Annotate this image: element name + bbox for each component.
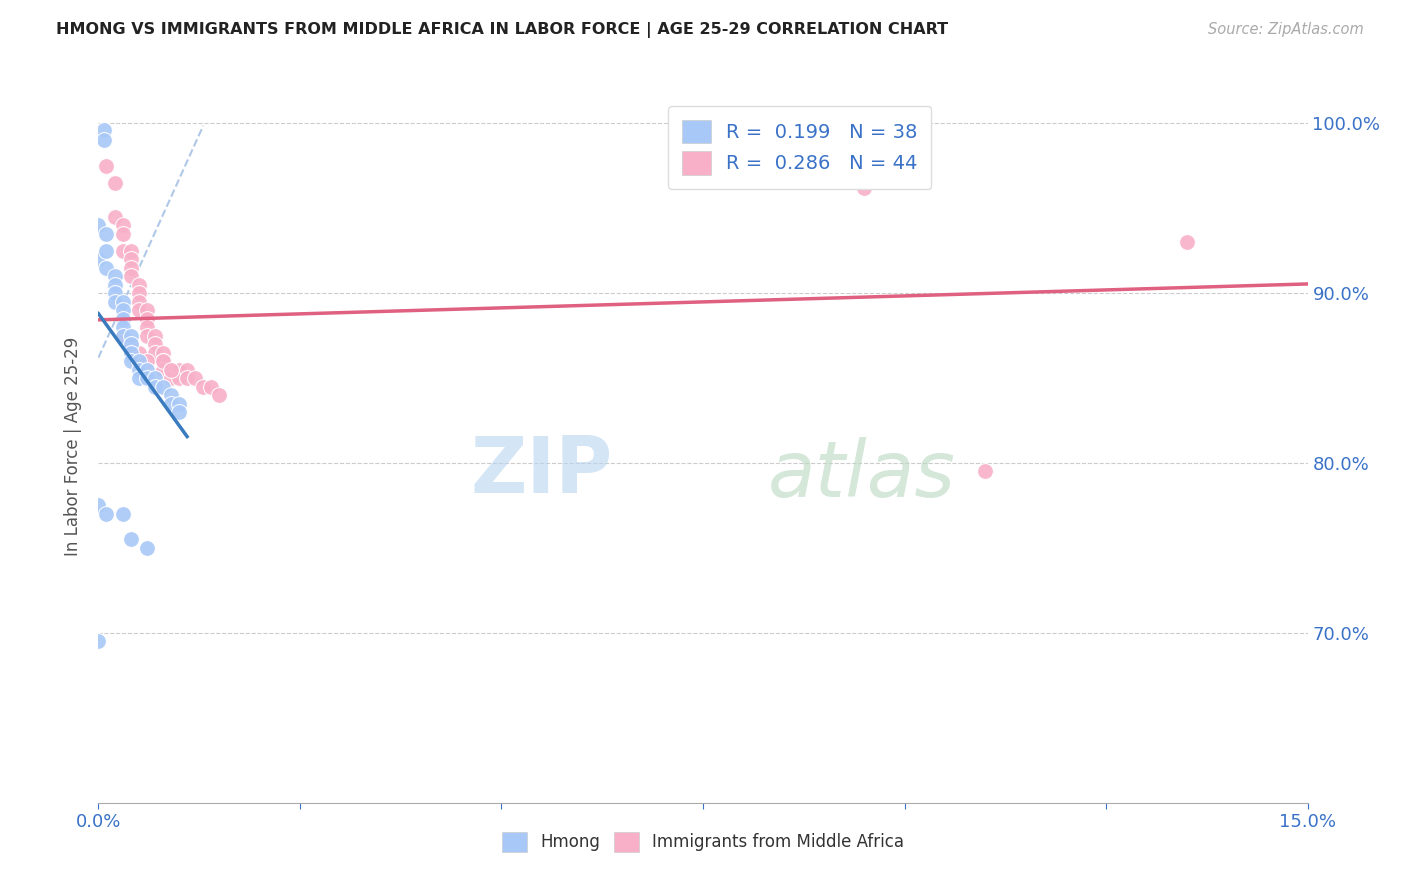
Point (128, 286, 150, 301)
Point (135, 371, 157, 385)
Point (111, 320, 134, 334)
Text: HMONG VS IMMIGRANTS FROM MIDDLE AFRICA IN LABOR FORCE | AGE 25-29 CORRELATION CH: HMONG VS IMMIGRANTS FROM MIDDLE AFRICA I… (56, 22, 949, 38)
Point (103, 176, 125, 190)
Text: Source: ZipAtlas.com: Source: ZipAtlas.com (1208, 22, 1364, 37)
Point (135, 362, 157, 376)
Point (96, 507, 118, 521)
Point (128, 345, 150, 359)
Point (87, 218, 110, 232)
Point (200, 379, 222, 393)
Point (111, 328, 134, 343)
Point (974, 465, 997, 479)
Point (120, 328, 142, 343)
Point (160, 362, 183, 376)
Point (93, 123, 115, 137)
Point (111, 507, 134, 521)
Point (120, 252, 142, 266)
Point (184, 371, 207, 385)
Point (152, 362, 174, 376)
Point (111, 227, 134, 241)
Point (103, 286, 125, 301)
Point (111, 303, 134, 318)
Point (167, 405, 190, 419)
Point (120, 337, 142, 351)
Point (160, 388, 183, 402)
Point (111, 244, 134, 258)
Point (111, 328, 134, 343)
Point (193, 379, 215, 393)
Point (143, 345, 166, 359)
Point (111, 311, 134, 326)
Point (167, 396, 190, 410)
Point (120, 260, 142, 275)
Point (160, 371, 183, 385)
Point (93, 133, 115, 147)
Point (96, 227, 118, 241)
Point (1175, 235, 1198, 249)
Text: atlas: atlas (768, 437, 955, 513)
Legend: Hmong, Immigrants from Middle Africa: Hmong, Immigrants from Middle Africa (495, 825, 911, 859)
Point (128, 277, 150, 292)
Point (135, 354, 157, 368)
Point (103, 210, 125, 224)
Point (135, 303, 157, 318)
Point (96, 159, 118, 173)
Point (176, 371, 198, 385)
Point (120, 244, 142, 258)
Point (120, 337, 142, 351)
Point (748, 163, 770, 178)
Point (152, 345, 174, 359)
Point (135, 541, 157, 555)
Point (160, 396, 183, 410)
Point (103, 294, 125, 309)
Point (120, 533, 142, 547)
Point (176, 362, 198, 376)
Point (135, 320, 157, 334)
Point (128, 371, 150, 385)
Point (128, 362, 150, 376)
Y-axis label: In Labor Force | Age 25-29: In Labor Force | Age 25-29 (65, 336, 83, 556)
Point (103, 269, 125, 284)
Point (167, 371, 190, 385)
Point (120, 354, 142, 368)
Point (111, 218, 134, 232)
Point (208, 388, 231, 402)
Point (87, 634, 110, 648)
Point (143, 337, 166, 351)
Point (152, 354, 174, 368)
Point (128, 354, 150, 368)
Point (152, 379, 174, 393)
Point (120, 345, 142, 359)
Point (111, 294, 134, 309)
Point (128, 303, 150, 318)
Point (96, 260, 118, 275)
Point (143, 379, 166, 393)
Point (120, 269, 142, 284)
Point (128, 294, 150, 309)
Point (143, 371, 166, 385)
Point (87, 499, 110, 513)
Point (135, 328, 157, 343)
Point (96, 244, 118, 258)
Point (143, 328, 166, 343)
Point (135, 311, 157, 326)
Point (853, 180, 876, 194)
Point (152, 354, 174, 368)
Point (87, 252, 110, 266)
Point (160, 362, 183, 376)
Point (167, 362, 190, 376)
Point (103, 277, 125, 292)
Text: ZIP: ZIP (471, 434, 613, 509)
